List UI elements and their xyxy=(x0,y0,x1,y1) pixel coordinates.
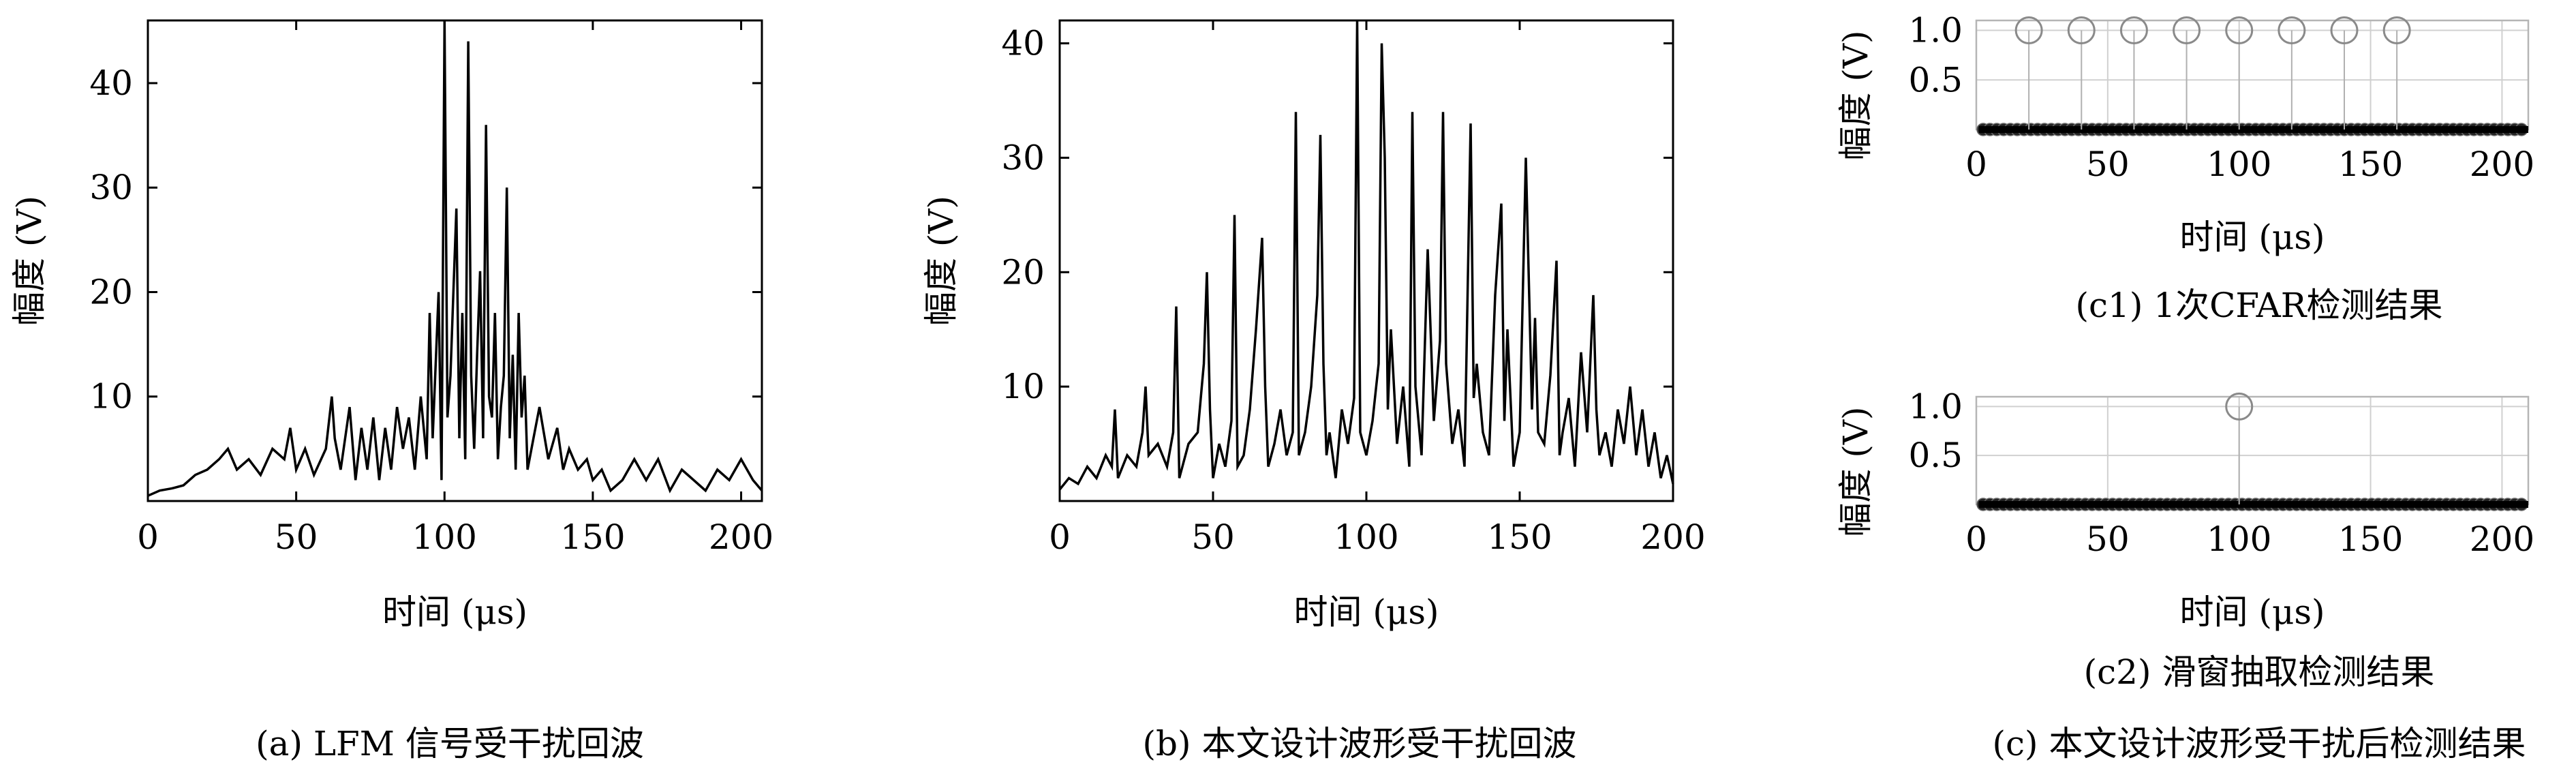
panel-c2: 0.5 1.0 0 50 100 150 200 时间 (μs) 幅度 (V) xyxy=(1836,386,2534,632)
y-axis-label: 幅度 (V) xyxy=(1836,406,1875,536)
detection-marker xyxy=(2278,16,2306,45)
x-tick-label: 50 xyxy=(275,517,318,557)
series-line xyxy=(147,20,763,497)
x-axis-label: 时间 (μs) xyxy=(382,592,527,632)
y-tick-label: 0.5 xyxy=(1908,60,1963,100)
detection-marker xyxy=(2382,16,2411,45)
detection-marker xyxy=(2225,16,2254,45)
x-tick-label: 50 xyxy=(2086,145,2130,184)
y-tick-label: 1.0 xyxy=(1908,386,1963,426)
y-tick-label: 20 xyxy=(1001,252,1045,292)
caption-c: (c) 本文设计波形受干扰后检测结果 xyxy=(1993,724,2526,763)
y-tick-label: 30 xyxy=(1001,138,1045,177)
y-axis-label: 幅度 (V) xyxy=(10,196,49,326)
detection-marker xyxy=(2119,16,2148,45)
plot-frame xyxy=(147,19,763,502)
x-tick-label: 100 xyxy=(2207,519,2271,559)
detection-marker xyxy=(2173,16,2201,45)
x-tick-label: 0 xyxy=(137,517,159,557)
x-tick-label: 100 xyxy=(412,517,477,557)
y-tick-label: 10 xyxy=(89,377,133,416)
x-tick-label: 150 xyxy=(560,517,625,557)
y-axis-label: 幅度 (V) xyxy=(1836,30,1875,160)
y-tick-label: 40 xyxy=(1001,24,1045,63)
detection-marker xyxy=(2330,16,2359,45)
y-tick-label: 40 xyxy=(89,63,133,103)
detection-marker xyxy=(2225,392,2254,421)
x-tick-label: 200 xyxy=(2470,145,2534,184)
detection-marker xyxy=(2014,16,2043,45)
x-axis-label: 时间 (μs) xyxy=(2179,592,2325,632)
caption-c1: (c1) 1次CFAR检测结果 xyxy=(2076,286,2443,325)
x-tick-label: 150 xyxy=(2338,519,2403,559)
x-tick-label: 0 xyxy=(1965,519,1987,559)
x-tick-label: 150 xyxy=(2338,145,2403,184)
plot-frame xyxy=(1058,19,1674,502)
x-tick-label: 200 xyxy=(709,517,773,557)
x-tick-label: 200 xyxy=(2470,519,2534,559)
y-tick-label: 10 xyxy=(1001,367,1045,406)
y-tick-label: 0.5 xyxy=(1908,436,1963,475)
caption-b: (b) 本文设计波形受干扰回波 xyxy=(1143,724,1577,763)
series-line xyxy=(1058,20,1674,491)
y-tick-label: 1.0 xyxy=(1908,11,1963,50)
caption-a: (a) LFM 信号受干扰回波 xyxy=(256,724,644,763)
x-tick-label: 150 xyxy=(1487,517,1552,557)
panel-b: 0 50 100 150 200 10 20 30 40 时间 (μs) 幅度 (V) xyxy=(921,19,1706,632)
y-axis-label: 幅度 (V) xyxy=(921,196,961,326)
x-tick-label: 0 xyxy=(1965,145,1987,184)
y-tick-label: 30 xyxy=(89,168,133,207)
x-tick-label: 100 xyxy=(2207,145,2271,184)
x-tick-label: 50 xyxy=(1191,517,1235,557)
detection-marker xyxy=(2067,16,2096,45)
y-tick-label: 20 xyxy=(89,272,133,312)
x-axis-label: 时间 (μs) xyxy=(1293,592,1439,632)
panel-c1: 0.5 1.0 0 50 100 150 200 时间 (μs) 幅度 (V) xyxy=(1836,11,2534,257)
panel-a: 0 50 100 150 200 10 20 30 40 时间 (μs) 幅度 (V) xyxy=(10,19,773,632)
x-tick-label: 50 xyxy=(2086,519,2130,559)
x-tick-label: 200 xyxy=(1640,517,1705,557)
plot-frame xyxy=(1975,19,2530,131)
caption-c2: (c2) 滑窗抽取检测结果 xyxy=(2084,652,2435,692)
x-axis-label: 时间 (μs) xyxy=(2179,217,2325,257)
plot-frame xyxy=(1975,395,2530,506)
x-tick-label: 100 xyxy=(1334,517,1398,557)
x-tick-label: 0 xyxy=(1049,517,1071,557)
